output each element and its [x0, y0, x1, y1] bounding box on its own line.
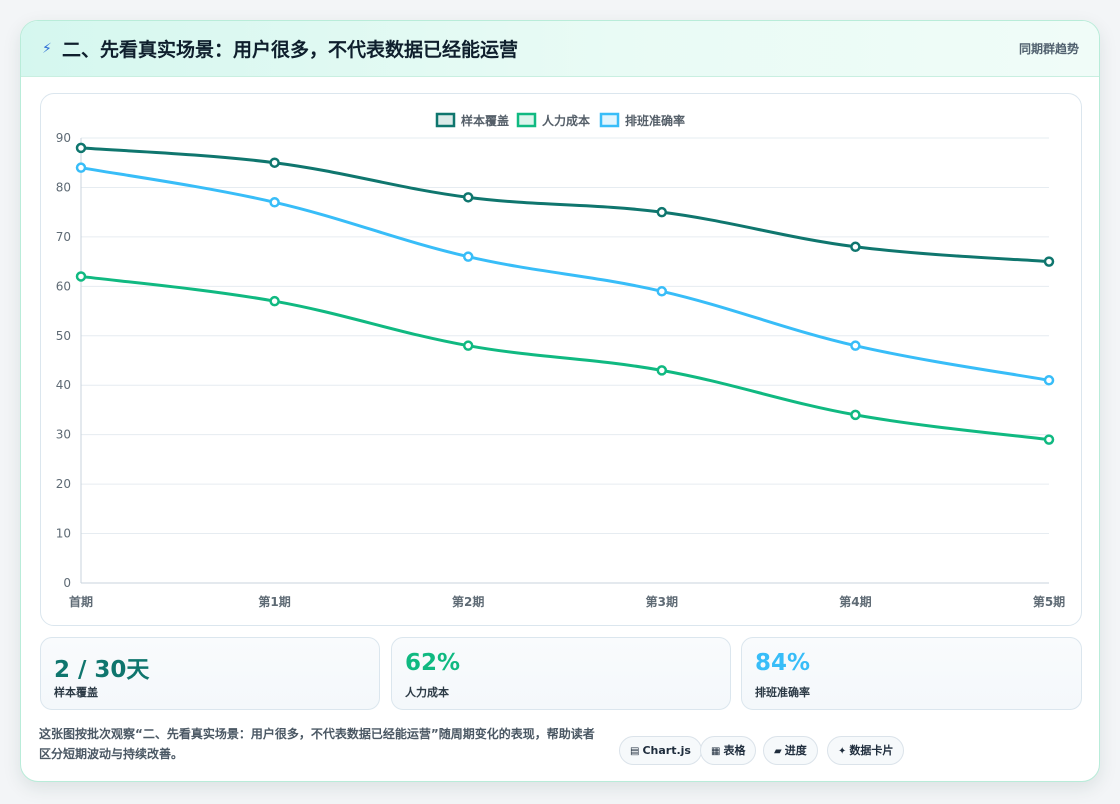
line-chart: 0 10 20 30 40 50 60 70 80 90 首期 第1期 第2期 第3期 第4期 第5期 样本覆盖…	[56, 112, 1065, 609]
y-tick-label: 30	[56, 428, 71, 442]
x-tick-label: 第5期	[1033, 594, 1065, 609]
y-tick-label: 10	[56, 527, 71, 541]
pill-label: Chart.js	[642, 744, 691, 757]
legend-label: 样本覆盖	[461, 113, 509, 128]
progress-icon: ▰	[774, 746, 782, 757]
data-point	[1043, 375, 1055, 386]
data-point	[850, 241, 861, 253]
data-point	[1043, 256, 1055, 267]
stat-label: 样本覆盖	[54, 686, 98, 699]
data-point	[269, 295, 280, 307]
pill-label: 进度	[784, 744, 807, 757]
y-tick-label: 0	[63, 576, 71, 590]
legend-swatch	[435, 112, 456, 128]
data-point	[269, 157, 280, 168]
data-point	[75, 162, 87, 173]
legend-swatch	[599, 112, 620, 128]
x-tick-label: 第4期	[839, 594, 871, 609]
stat-card-labor-cost: 62% 人力成本	[391, 637, 731, 710]
pill-data-card[interactable]: ✦ 数据卡片	[827, 736, 905, 765]
header-tag: 同期群趋势	[1018, 42, 1079, 56]
pill-label: 表格	[723, 744, 746, 757]
data-point	[850, 409, 861, 421]
pill-table[interactable]: ▦ 表格	[700, 736, 757, 765]
data-point	[462, 251, 474, 262]
stat-value: 62%	[405, 650, 461, 676]
sparkle-icon: ✦	[838, 746, 847, 757]
series-line-2	[80, 166, 1050, 382]
y-tick-label: 70	[56, 230, 71, 244]
pill-chartjs[interactable]: ▤ Chart.js	[619, 736, 702, 765]
y-tick-label: 80	[56, 180, 71, 194]
series-line-1	[80, 274, 1050, 442]
stat-label: 排班准确率	[755, 686, 810, 699]
page-title: 二、先看真实场景：用户很多，不代表数据已经能运营	[62, 39, 519, 61]
pill-label: 数据卡片	[849, 744, 894, 757]
x-tick-label: 第1期	[258, 594, 290, 609]
y-tick-label: 60	[56, 279, 71, 293]
x-tick-label: 首期	[69, 594, 93, 609]
trend-card: ⚡ 二、先看真实场景：用户很多，不代表数据已经能运营 同期群趋势 0 10 20 30…	[20, 20, 1100, 782]
table-icon: ▦	[711, 746, 721, 757]
data-point	[462, 192, 474, 203]
data-point	[462, 340, 474, 351]
legend-swatch	[516, 112, 537, 128]
stat-value: 84%	[755, 650, 811, 676]
legend-label: 人力成本	[542, 113, 590, 128]
stat-value: 2 / 30天	[54, 657, 150, 683]
y-tick-label: 20	[56, 477, 71, 491]
series-line-0	[80, 146, 1050, 264]
data-point	[850, 340, 861, 351]
data-point	[656, 206, 668, 218]
data-point	[75, 142, 87, 154]
lightning-icon: ⚡	[42, 41, 52, 57]
x-tick-label: 第2期	[452, 594, 484, 609]
chart-panel: 0 10 20 30 40 50 60 70 80 90 首期 第1期 第2期 第3期 第4期 第5期 样本覆盖…	[40, 93, 1082, 626]
pill-progress[interactable]: ▰ 进度	[763, 736, 818, 765]
data-point	[656, 286, 668, 297]
data-point	[269, 197, 280, 208]
data-point	[1043, 434, 1055, 445]
x-tick-label: 第3期	[646, 594, 678, 609]
stat-card-schedule-accuracy: 84% 排班准确率	[741, 637, 1082, 710]
stat-card-coverage: 2 / 30天 样本覆盖	[40, 637, 380, 710]
data-point	[75, 271, 87, 282]
data-point	[656, 365, 668, 376]
stat-label: 人力成本	[405, 686, 449, 699]
chart-description: 这张图按批次观察“二、先看真实场景：用户很多，不代表数据已经能运营”随周期变化的…	[39, 727, 595, 761]
legend-label: 排班准确率	[625, 113, 685, 128]
chart-icon: ▤	[630, 746, 640, 757]
y-tick-label: 40	[56, 378, 71, 392]
card-header: ⚡ 二、先看真实场景：用户很多，不代表数据已经能运营 同期群趋势	[21, 21, 1099, 77]
y-tick-label: 90	[56, 131, 71, 145]
y-tick-label: 50	[56, 329, 71, 343]
